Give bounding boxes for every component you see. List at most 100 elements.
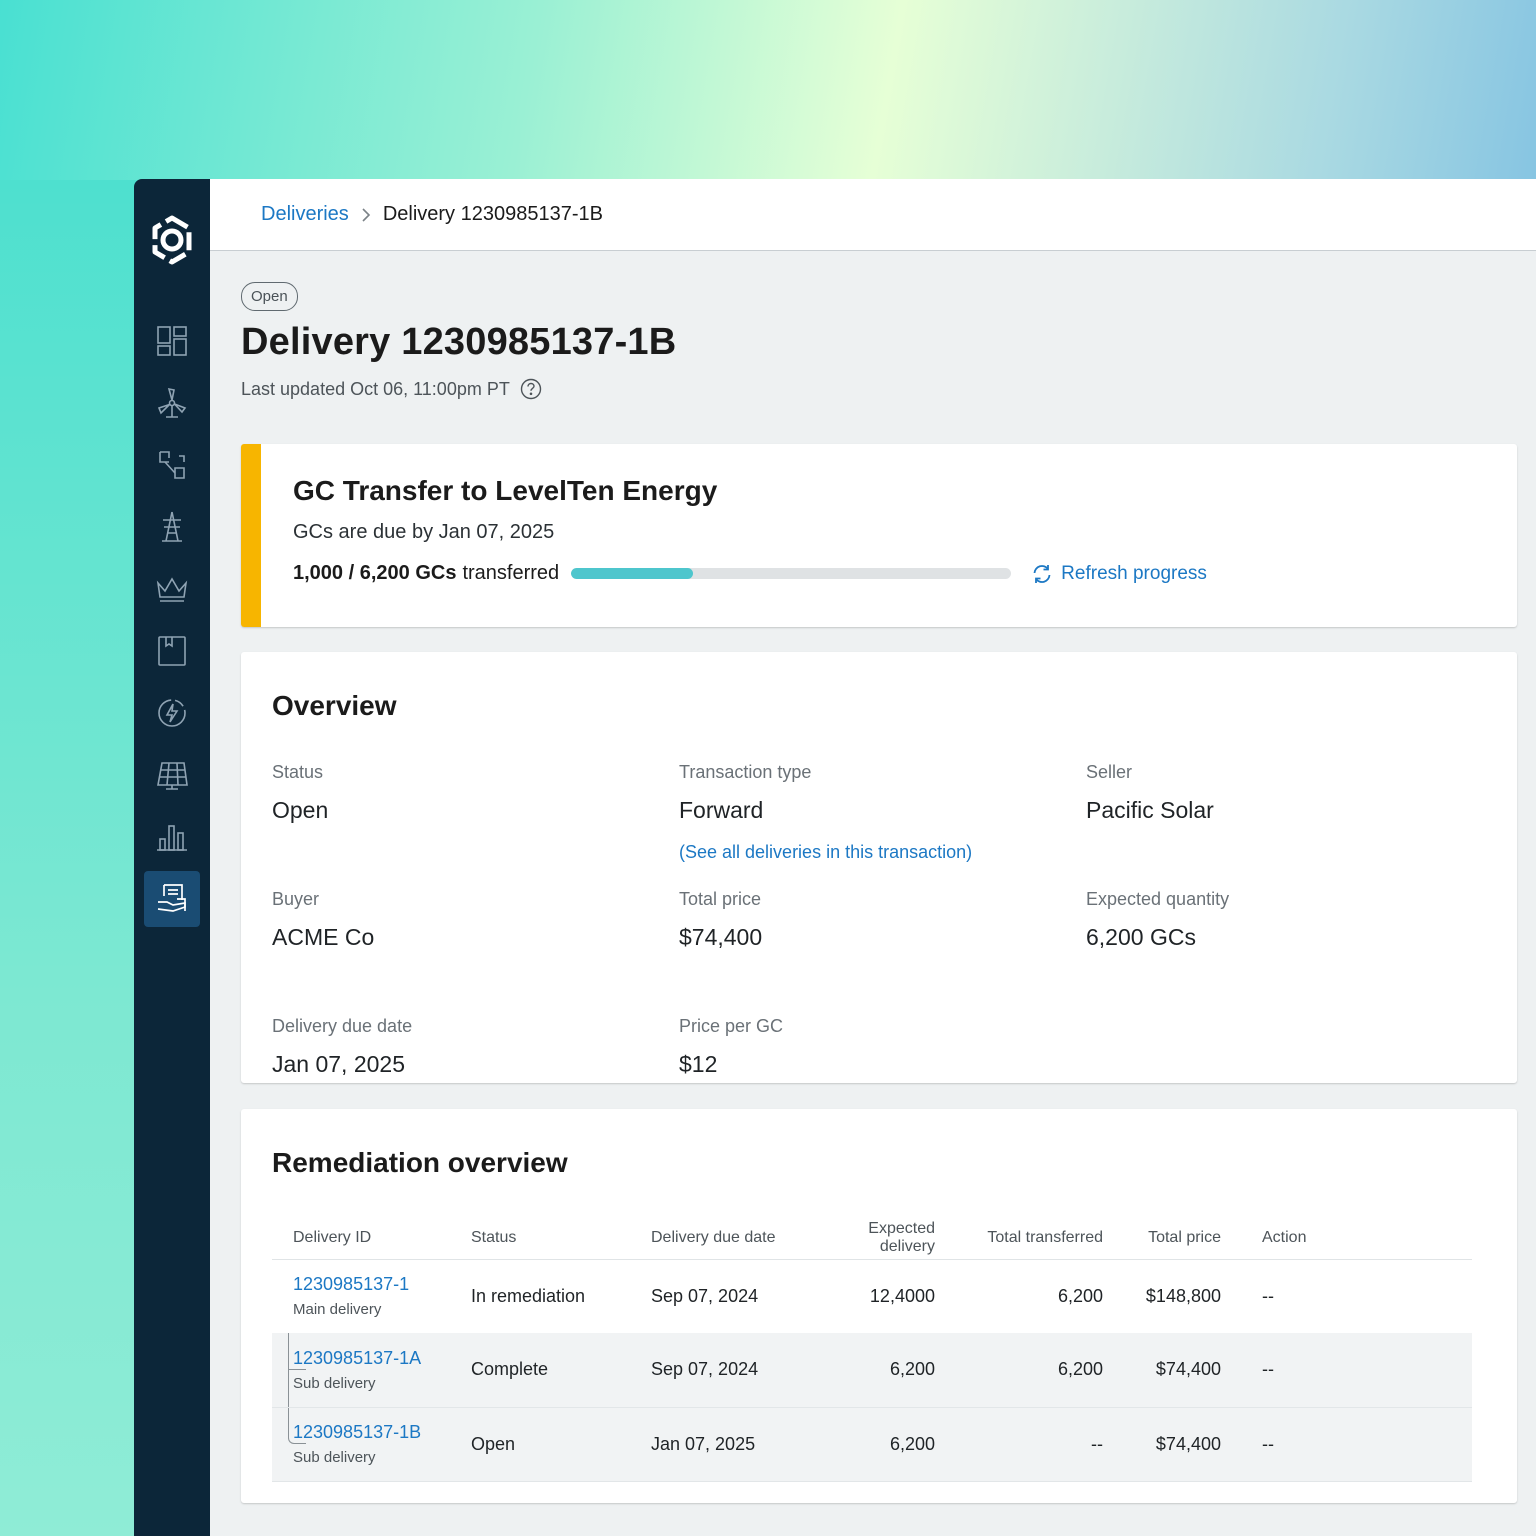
refresh-label: Refresh progress — [1061, 562, 1207, 584]
action-cell: -- — [1262, 1285, 1274, 1306]
price-cell: $74,400 — [1103, 1333, 1221, 1408]
price-per-gc-value: $12 — [679, 1051, 718, 1077]
col-total-price: Total price — [1103, 1217, 1221, 1260]
breadcrumb-deliveries-link[interactable]: Deliveries — [261, 203, 349, 225]
col-total-transferred: Total transferred — [935, 1217, 1103, 1260]
last-updated: Last updated Oct 06, 11:00pm PT — [241, 378, 1517, 400]
delivery-id-cell: 1230985137-1A Sub delivery — [272, 1333, 471, 1408]
delivery-id-cell: 1230985137-1B Sub delivery — [272, 1407, 471, 1482]
delivery-due-date-value: Jan 07, 2025 — [272, 1051, 406, 1077]
delivery-due-date-label: Delivery due date — [272, 1016, 413, 1036]
progress-count: 1,000 / 6,200 GCs — [293, 562, 457, 584]
background — [0, 180, 140, 1536]
expected-cell: 12,4000 — [869, 1285, 935, 1306]
overview-card: Overview Status Open Transaction type Fo… — [241, 652, 1517, 1083]
overview-title: Overview — [272, 690, 397, 721]
tree-connector — [288, 1333, 289, 1407]
price-cell: $148,800 — [1145, 1285, 1221, 1306]
transfer-title: GC Transfer to LevelTen Energy — [293, 475, 718, 506]
expected-quantity-field: Expected quantity 6,200 GCs — [1086, 889, 1486, 1016]
buyer-field: Buyer ACME Co — [272, 889, 679, 1016]
deliveries-icon[interactable] — [144, 871, 200, 927]
status-value: Open — [272, 797, 329, 823]
due-date-cell: Jan 07, 2025 — [651, 1407, 811, 1482]
chevron-right-icon — [361, 207, 371, 223]
overview-grid: Status Open Transaction type Forward (Se… — [272, 762, 1486, 1143]
expected-cell: 6,200 — [811, 1333, 935, 1408]
breadcrumb: Deliveries Delivery 1230985137-1B — [210, 179, 1536, 251]
help-icon[interactable] — [520, 378, 542, 400]
energy-icon[interactable] — [144, 685, 200, 741]
progress-row: 1,000 / 6,200 GCs transferred Refresh pr… — [293, 562, 1517, 585]
last-updated-text: Last updated Oct 06, 11:00pm PT — [241, 378, 510, 399]
card-accent — [241, 444, 261, 627]
expected-quantity-value: 6,200 GCs — [1086, 924, 1196, 950]
action-cell: -- — [1221, 1407, 1472, 1482]
logo-icon[interactable] — [144, 211, 200, 271]
transmission-tower-icon[interactable] — [144, 499, 200, 555]
refresh-progress-button[interactable]: Refresh progress — [1031, 563, 1207, 585]
page-title: Delivery 1230985137-1B — [241, 321, 677, 363]
remediation-card: Remediation overview Delivery ID Status … — [241, 1109, 1517, 1503]
dashboard-icon[interactable] — [144, 313, 200, 369]
remediation-table: Delivery ID Status Delivery due date Exp… — [272, 1217, 1472, 1482]
delivery-type: Sub delivery — [293, 1374, 376, 1392]
status-cell: Complete — [471, 1333, 651, 1408]
action-cell: -- — [1221, 1333, 1472, 1408]
content: Open Delivery 1230985137-1B Last updated… — [210, 251, 1536, 1503]
app-window: Deliveries Delivery 1230985137-1B Open D… — [134, 179, 1536, 1536]
progress-bar — [571, 568, 1012, 579]
col-status: Status — [471, 1217, 651, 1260]
seller-field: Seller Pacific Solar — [1086, 762, 1486, 889]
see-all-deliveries-link[interactable]: (See all deliveries in this transaction) — [679, 842, 973, 862]
total-price-value: $74,400 — [679, 924, 763, 950]
buyer-value: ACME Co — [272, 924, 375, 950]
due-date-cell: Sep 07, 2024 — [651, 1333, 811, 1408]
price-per-gc-field: Price per GC $12 — [679, 1016, 1086, 1143]
transaction-type-field: Transaction type Forward (See all delive… — [679, 762, 1086, 889]
col-due-date: Delivery due date — [651, 1217, 811, 1260]
expected-quantity-label: Expected quantity — [1086, 889, 1230, 909]
table-row: 1230985137-1 Main delivery In remediatio… — [272, 1259, 1472, 1333]
status-label: Status — [272, 762, 324, 782]
table-row: 1230985137-1B Sub delivery Open Jan 07, … — [272, 1407, 1472, 1482]
delivery-type: Sub delivery — [293, 1449, 376, 1466]
gc-transfer-card: GC Transfer to LevelTen Energy GCs are d… — [241, 444, 1517, 627]
delivery-id-link[interactable]: 1230985137-1B — [293, 1422, 422, 1442]
transferred-cell: -- — [935, 1407, 1103, 1482]
expected-cell: 6,200 — [811, 1407, 935, 1482]
col-expected-delivery: Expected delivery — [811, 1217, 935, 1260]
table-row: 1230985137-1A Sub delivery Complete Sep … — [272, 1333, 1472, 1408]
breadcrumb-current: Delivery 1230985137-1B — [382, 203, 603, 225]
tree-connector — [288, 1333, 306, 1370]
bar-chart-icon[interactable] — [144, 809, 200, 865]
status-field: Status Open — [272, 762, 679, 889]
delivery-id-cell: 1230985137-1 Main delivery — [272, 1259, 471, 1333]
sidebar — [134, 179, 210, 1536]
status-badge: Open — [241, 282, 298, 311]
main-area: Deliveries Delivery 1230985137-1B Open D… — [210, 179, 1536, 1536]
table-header-row: Delivery ID Status Delivery due date Exp… — [272, 1217, 1472, 1260]
bookmark-icon[interactable] — [144, 623, 200, 679]
solar-panel-icon[interactable] — [144, 747, 200, 803]
price-per-gc-label: Price per GC — [679, 1016, 784, 1036]
status-cell: Open — [471, 1407, 651, 1482]
buyer-label: Buyer — [272, 889, 320, 909]
delivery-type: Main delivery — [293, 1301, 382, 1319]
wind-turbine-icon[interactable] — [144, 375, 200, 431]
progress-suffix: transferred — [462, 562, 560, 584]
delivery-id-link[interactable]: 1230985137-1 — [293, 1274, 410, 1295]
price-cell: $74,400 — [1103, 1407, 1221, 1482]
remediation-title: Remediation overview — [272, 1147, 568, 1178]
transaction-type-label: Transaction type — [679, 762, 812, 782]
tree-connector — [288, 1407, 306, 1444]
progress-fill — [571, 568, 694, 579]
status-cell: In remediation — [471, 1286, 586, 1307]
col-delivery-id: Delivery ID — [272, 1217, 471, 1260]
seller-label: Seller — [1086, 762, 1133, 782]
transfer-due: GCs are due by Jan 07, 2025 — [293, 521, 555, 543]
crown-icon[interactable] — [144, 561, 200, 617]
transfer-icon[interactable] — [144, 437, 200, 493]
delivery-id-link[interactable]: 1230985137-1A — [293, 1347, 422, 1368]
total-price-field: Total price $74,400 — [679, 889, 1086, 1016]
